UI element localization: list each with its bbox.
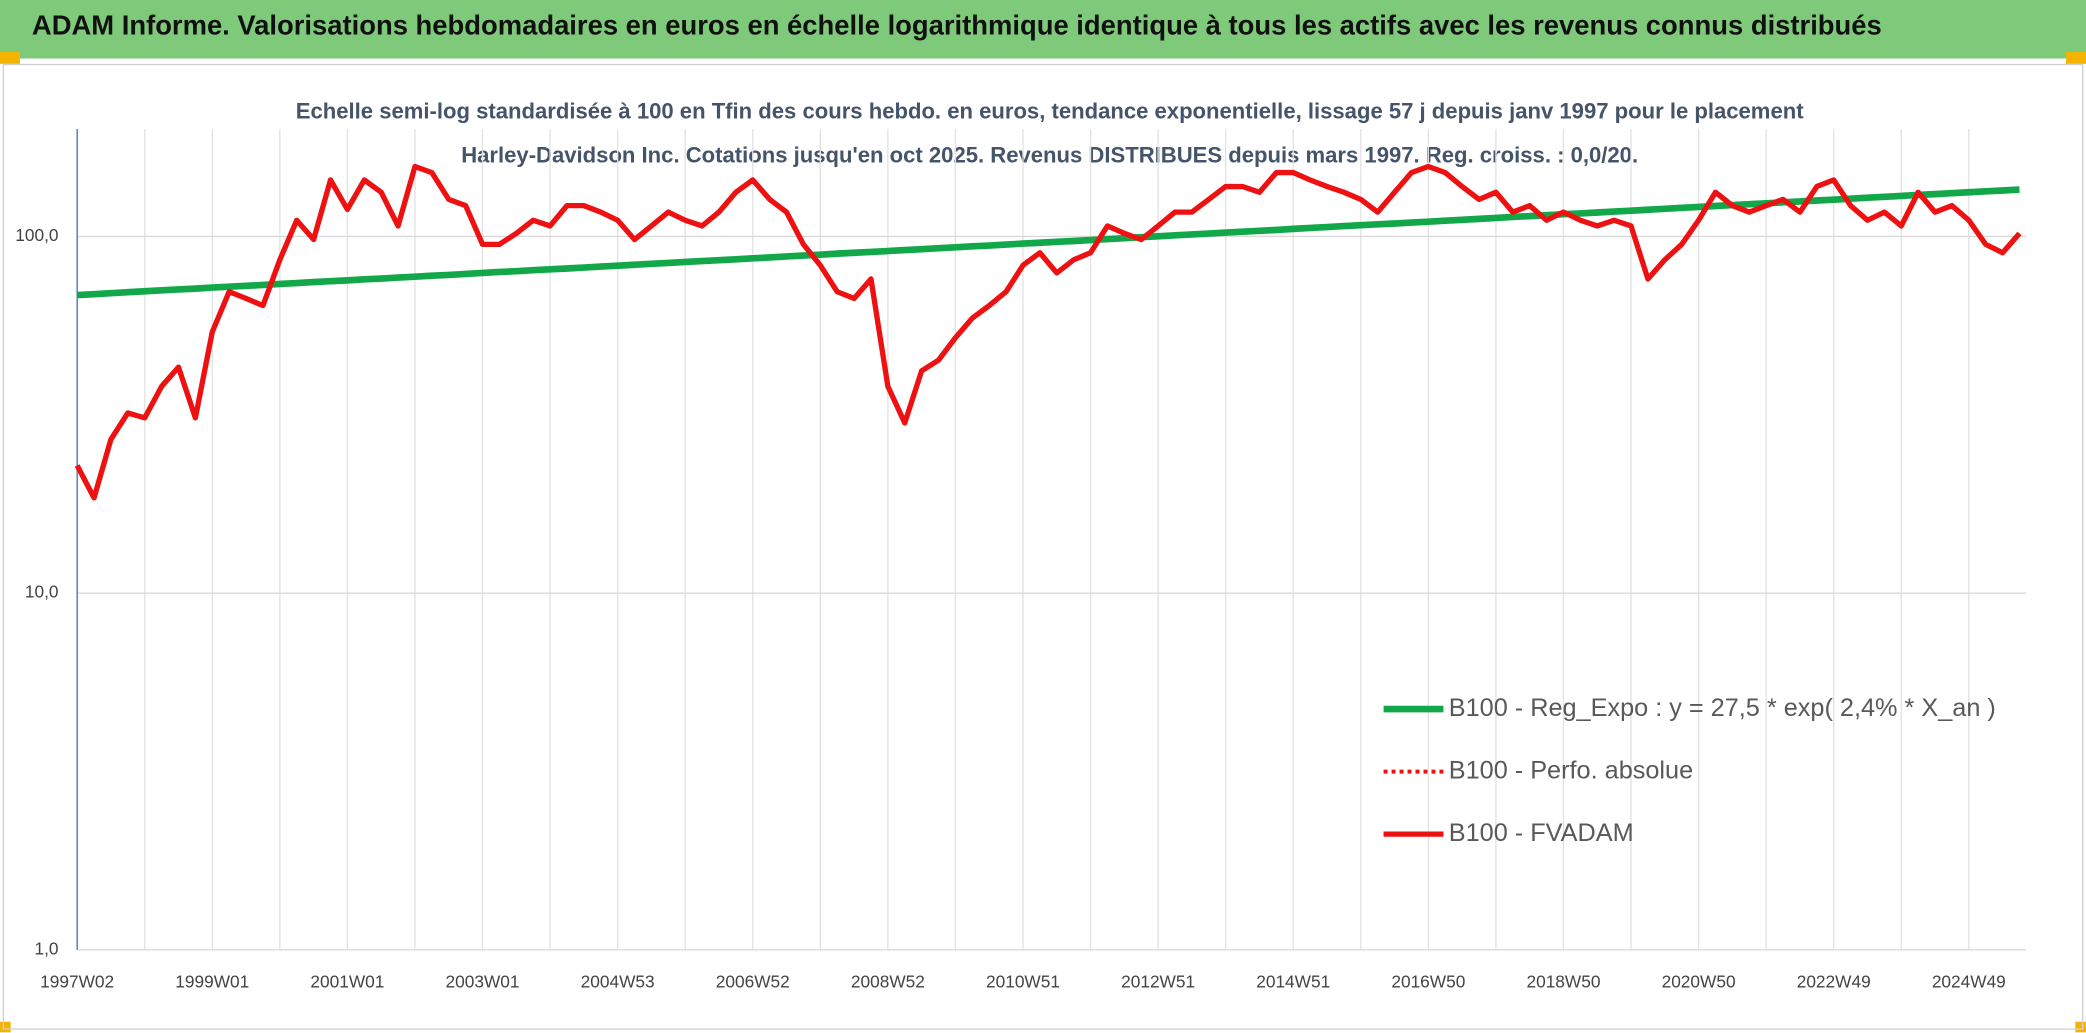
x-tick-label: 2024W49 (1932, 972, 2006, 992)
legend-label: B100 - FVADAM (1449, 819, 1634, 847)
chart-title: ADAM Informe. Valorisations hebdomadaire… (31, 10, 1882, 42)
x-tick-label: 2003W01 (446, 972, 520, 992)
x-tick-label: 1999W01 (175, 972, 249, 992)
x-tick-label: 2012W51 (1121, 972, 1195, 992)
x-tick-label: 2022W49 (1797, 972, 1871, 992)
x-tick-label: 2004W53 (581, 972, 655, 992)
chart-frame (2, 63, 2084, 1030)
corner-tab (0, 51, 20, 64)
corner-tab (2066, 51, 2086, 64)
chart-subtitle: Echelle semi-log standardisée à 100 en T… (295, 98, 1804, 168)
header-band (0, 0, 2086, 59)
legend-label: B100 - Perfo. absolue (1449, 756, 1693, 784)
x-tick-label: 2006W52 (716, 972, 790, 992)
data-line (76, 186, 2020, 299)
x-tick-label: 2016W50 (1391, 972, 1465, 992)
y-tick-label: 100,0 (15, 225, 58, 245)
data-line (74, 163, 2022, 501)
legend-label: B100 - Reg_Expo : y = 27,5 * exp( 2,4% *… (1449, 694, 1996, 722)
x-tick-label: 2008W52 (851, 972, 925, 992)
y-tick-label: 10,0 (25, 582, 59, 602)
y-tick-label: 1,0 (35, 938, 59, 958)
corner-tab (0, 1021, 11, 1033)
corner-tab (2075, 1021, 2086, 1033)
x-tick-label: 2014W51 (1256, 972, 1330, 992)
x-tick-label: 2010W51 (986, 972, 1060, 992)
x-tick-label: 2001W01 (310, 972, 384, 992)
x-tick-label: 2020W50 (1662, 972, 1736, 992)
x-tick-label: 1997W02 (40, 972, 114, 992)
x-tick-label: 2018W50 (1526, 972, 1600, 992)
